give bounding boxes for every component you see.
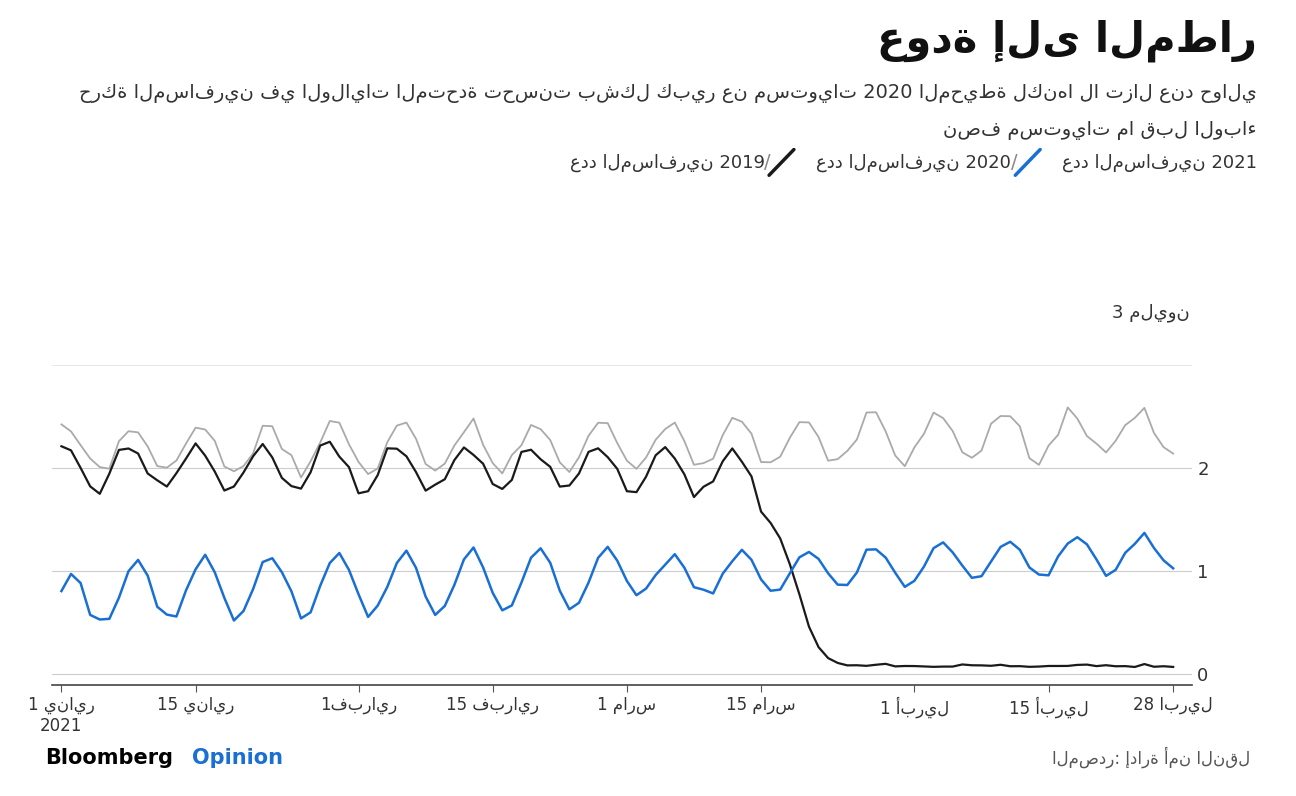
Text: المصدر: إدارة أمن النقل: المصدر: إدارة أمن النقل	[1052, 747, 1251, 768]
Text: نصف مستويات ما قبل الوباء: نصف مستويات ما قبل الوباء	[943, 121, 1257, 140]
Text: عودة إلى المطار: عودة إلى المطار	[877, 20, 1257, 62]
Text: عدد المسافرين 2021: عدد المسافرين 2021	[1063, 153, 1257, 172]
Text: /: /	[765, 153, 771, 172]
Text: حركة المسافرين في الولايات المتحدة تحسنت بشكل كبير عن مستويات 2020 المحيطة لكنها: حركة المسافرين في الولايات المتحدة تحسنت…	[79, 84, 1257, 103]
Text: 3 مليون: 3 مليون	[1112, 304, 1190, 322]
Text: Opinion: Opinion	[192, 748, 283, 768]
Text: Bloomberg: Bloomberg	[45, 748, 174, 768]
Text: /: /	[1011, 153, 1017, 172]
Text: عدد المسافرين 2020: عدد المسافرين 2020	[816, 153, 1011, 172]
Text: عدد المسافرين 2019: عدد المسافرين 2019	[570, 153, 765, 172]
